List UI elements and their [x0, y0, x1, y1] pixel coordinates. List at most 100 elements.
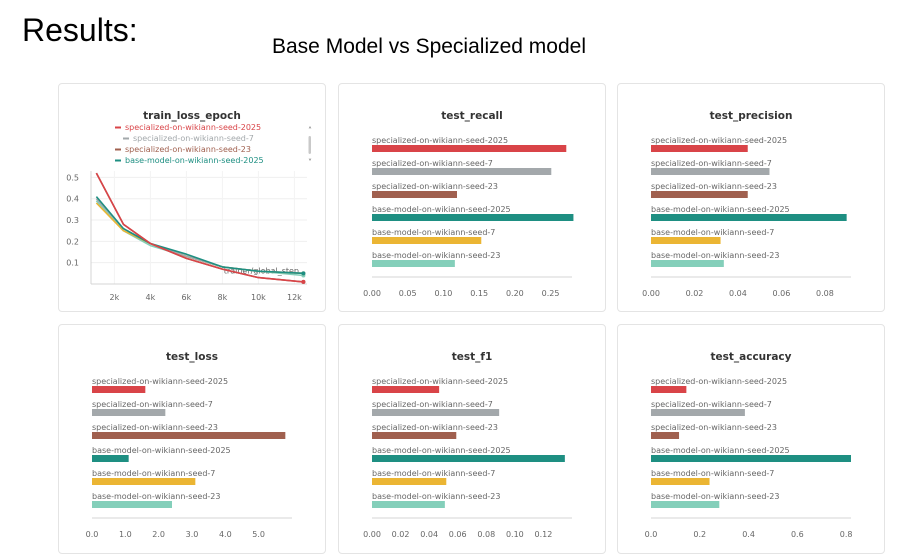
bar-specialized-on-wikiann-seed-2025	[651, 386, 687, 393]
bar-specialized-on-wikiann-seed-23	[372, 191, 457, 198]
results-heading: Results:	[22, 12, 138, 48]
y-tick-label: 0.5	[66, 173, 79, 182]
bar-base-model-on-wikiann-seed-7	[651, 478, 710, 485]
x-tick-label: 0.08	[477, 530, 495, 539]
x-tick-label: 0.8	[840, 530, 853, 539]
x-tick-label: 6k	[182, 293, 192, 302]
x-tick-label: 0.4	[742, 530, 755, 539]
bar-specialized-on-wikiann-seed-23	[372, 432, 457, 439]
bar-base-model-on-wikiann-seed-7	[92, 478, 196, 485]
y-tick-label: 0.4	[66, 195, 79, 204]
line-chart: 0.10.20.30.40.52k 4k 6k 8k 10k 12ktrainer/glo…	[66, 123, 312, 302]
x-tick-label: 0.25	[542, 289, 560, 298]
bar-chart: specialized-on-wikiann-seed-2025 speciali…	[86, 377, 292, 539]
bar-specialized-on-wikiann-seed-2025	[651, 145, 748, 152]
x-tick-label: 5.0	[252, 530, 265, 539]
bar-base-model-on-wikiann-seed-2025	[372, 214, 574, 221]
bar-specialized-on-wikiann-seed-7	[651, 168, 770, 175]
x-tick-label: 0.05	[399, 289, 417, 298]
bar-specialized-on-wikiann-seed-7	[651, 409, 745, 416]
bar-specialized-on-wikiann-seed-7	[92, 409, 166, 416]
x-tick-label: 0.00	[363, 530, 381, 539]
bar-label: base-model-on-wikiann-seed-23	[651, 251, 779, 260]
x-tick-label: 0.0	[86, 530, 99, 539]
x-tick-label: 0.06	[449, 530, 467, 539]
bar-chart: specialized-on-wikiann-seed-2025 speciali…	[363, 136, 574, 298]
panel-title: test_recall	[441, 110, 503, 122]
legend-scrollbar	[308, 136, 311, 154]
bar-label: base-model-on-wikiann-seed-2025	[651, 205, 790, 214]
series-line-base-model-on-wikiann-seed-2025	[95, 196, 304, 275]
series-line-base-model-on-wikiann-seed-23	[95, 200, 304, 277]
legend-entry: specialized-on-wikiann-seed-2025	[125, 123, 261, 132]
x-tick-label: 0.00	[642, 289, 660, 298]
bar-base-model-on-wikiann-seed-23	[372, 260, 455, 267]
bar-label: specialized-on-wikiann-seed-7	[651, 159, 772, 168]
x-tick-label: 0.10	[506, 530, 524, 539]
bar-label: base-model-on-wikiann-seed-23	[372, 251, 500, 260]
x-tick-label: 3.0	[186, 530, 199, 539]
bar-specialized-on-wikiann-seed-2025	[372, 386, 440, 393]
x-tick-label: 4.0	[219, 530, 232, 539]
bar-base-model-on-wikiann-seed-2025	[651, 214, 847, 221]
series-line-specialized-on-wikiann-seed-2025	[95, 172, 304, 283]
bar-label: specialized-on-wikiann-seed-2025	[92, 377, 228, 386]
y-tick-label: 0.3	[66, 216, 79, 225]
bar-base-model-on-wikiann-seed-2025	[372, 455, 565, 462]
x-tick-label: 1.0	[119, 530, 132, 539]
bar-label: base-model-on-wikiann-seed-2025	[651, 446, 790, 455]
x-tick-label: 0.02	[392, 530, 410, 539]
bar-base-model-on-wikiann-seed-23	[372, 501, 445, 508]
bar-label: base-model-on-wikiann-seed-23	[372, 492, 500, 501]
bar-specialized-on-wikiann-seed-23	[651, 191, 748, 198]
x-tick-label: 0.02	[686, 289, 704, 298]
bar-specialized-on-wikiann-seed-7	[372, 409, 500, 416]
bar-chart: specialized-on-wikiann-seed-2025 speciali…	[642, 136, 851, 298]
x-tick-label: 0.04	[729, 289, 747, 298]
x-tick-label: 0.06	[773, 289, 791, 298]
bar-specialized-on-wikiann-seed-7	[372, 168, 552, 175]
bar-base-model-on-wikiann-seed-2025	[651, 455, 851, 462]
bar-label: base-model-on-wikiann-seed-2025	[372, 205, 511, 214]
bar-label: specialized-on-wikiann-seed-2025	[372, 377, 508, 386]
bar-label: specialized-on-wikiann-seed-2025	[372, 136, 508, 145]
x-tick-label: 2k	[110, 293, 120, 302]
x-tick-label: 2.0	[152, 530, 165, 539]
bar-label: base-model-on-wikiann-seed-7	[651, 469, 774, 478]
panel-test-accuracy: test_accuracy specialized-on-wikiann-see…	[617, 324, 885, 554]
bar-label: specialized-on-wikiann-seed-7	[372, 400, 493, 409]
panel-title: test_accuracy	[710, 351, 792, 363]
legend-scroll-down-icon: ˅	[308, 158, 312, 167]
bar-label: specialized-on-wikiann-seed-23	[372, 423, 498, 432]
panel-test-recall: test_recall specialized-on-wikiann-seed-…	[338, 83, 606, 312]
bar-label: specialized-on-wikiann-seed-23	[651, 423, 777, 432]
series-endpoint-specialized-on-wikiann-seed-2025	[301, 279, 306, 284]
x-tick-label: 0.00	[363, 289, 381, 298]
y-tick-label: 0.2	[66, 237, 79, 246]
legend-entry: base-model-on-wikiann-seed-2025	[125, 156, 264, 165]
bar-label: base-model-on-wikiann-seed-7	[651, 228, 774, 237]
bar-chart: specialized-on-wikiann-seed-2025 speciali…	[645, 377, 853, 539]
x-tick-label: 0.08	[816, 289, 834, 298]
bar-label: specialized-on-wikiann-seed-7	[651, 400, 772, 409]
panel-train-loss-epoch: train_loss_epoch 0.1 0.2 0.3 0.4 0.5 2k 4k 6k 8k…	[58, 83, 326, 312]
bar-label: specialized-on-wikiann-seed-2025	[651, 377, 787, 386]
bar-base-model-on-wikiann-seed-7	[372, 478, 447, 485]
bar-specialized-on-wikiann-seed-2025	[92, 386, 146, 393]
bar-label: base-model-on-wikiann-seed-7	[372, 469, 495, 478]
x-tick-label: 0.12	[535, 530, 553, 539]
panel-title: test_precision	[709, 110, 793, 122]
x-tick-label: 8k	[218, 293, 228, 302]
bar-label: base-model-on-wikiann-seed-23	[651, 492, 779, 501]
x-tick-label: 0.20	[506, 289, 524, 298]
bar-base-model-on-wikiann-seed-2025	[92, 455, 129, 462]
bar-specialized-on-wikiann-seed-23	[651, 432, 680, 439]
slide-subtitle: Base Model vs Specialized model	[272, 35, 586, 58]
series-endpoint-base-model-on-wikiann-seed-2025	[301, 271, 306, 276]
x-tick-label: 0.04	[420, 530, 438, 539]
panel-test-precision: test_precision specialized-on-wikiann-se…	[617, 83, 885, 312]
bar-base-model-on-wikiann-seed-23	[651, 260, 724, 267]
legend-scroll-up-icon: ˄	[308, 126, 312, 135]
bar-base-model-on-wikiann-seed-7	[372, 237, 482, 244]
bar-label: base-model-on-wikiann-seed-23	[92, 492, 220, 501]
